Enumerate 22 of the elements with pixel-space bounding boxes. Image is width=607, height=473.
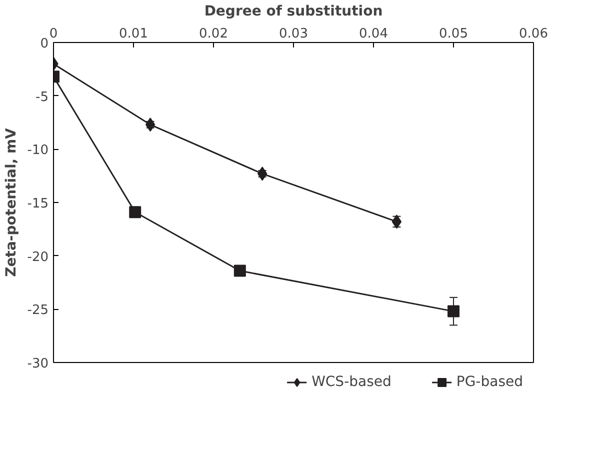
y-tick-label: -5 — [36, 90, 49, 105]
x-tick-label: 0.03 — [279, 26, 308, 42]
x-tick-label: 0.02 — [199, 26, 228, 42]
legend-label: WCS-based — [312, 374, 392, 390]
point — [448, 305, 460, 318]
point — [129, 206, 142, 218]
y-tick-label: -15 — [27, 196, 48, 212]
x-axis-title: Degree of substitution — [204, 4, 383, 20]
x-tick-label: 0.05 — [439, 26, 468, 42]
y-tick-label: -10 — [27, 143, 48, 158]
y-tick-label: 0 — [40, 36, 49, 52]
point — [145, 118, 156, 132]
x-tick-label: 0.01 — [119, 26, 148, 42]
y-axis-title: Zeta-potential, mV — [3, 128, 20, 277]
point — [257, 166, 268, 181]
x-tick-label: 0.06 — [519, 26, 548, 42]
x-tick-label: 0.04 — [359, 26, 388, 42]
point — [234, 264, 246, 277]
y-tick-label: -20 — [27, 250, 48, 265]
legend-label: PG-based — [456, 374, 523, 390]
y-tick-label: -25 — [27, 303, 48, 318]
y-tick-label: -30 — [27, 356, 48, 372]
